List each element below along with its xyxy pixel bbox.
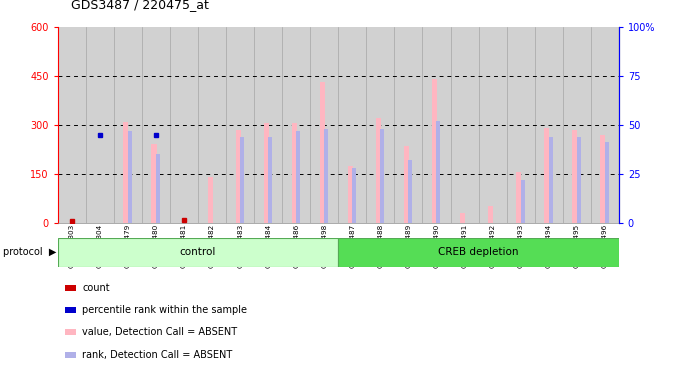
Bar [226, 27, 254, 223]
Bar [310, 27, 339, 223]
Bar [563, 27, 591, 223]
Bar [339, 27, 367, 223]
Bar [114, 27, 142, 223]
Bar [58, 27, 86, 223]
Bar [451, 27, 479, 223]
Bar [394, 27, 422, 223]
Text: protocol  ▶: protocol ▶ [3, 247, 56, 258]
Bar [409, 160, 412, 223]
Bar [534, 27, 563, 223]
Bar [422, 27, 451, 223]
Bar [563, 27, 591, 223]
Bar [549, 137, 553, 223]
Bar [226, 27, 254, 223]
Bar [86, 27, 114, 223]
Bar [339, 238, 619, 267]
Bar [348, 166, 353, 223]
Bar [521, 180, 524, 223]
Bar [170, 27, 198, 223]
Text: percentile rank within the sample: percentile rank within the sample [82, 305, 248, 315]
Text: CREB depletion: CREB depletion [439, 247, 519, 258]
Bar [437, 121, 441, 223]
Bar [86, 27, 114, 223]
Text: rank, Detection Call = ABSENT: rank, Detection Call = ABSENT [82, 350, 233, 360]
Bar [422, 27, 451, 223]
Bar [479, 27, 507, 223]
Bar [207, 177, 213, 223]
Bar [268, 137, 272, 223]
Bar [142, 27, 170, 223]
Bar [282, 27, 310, 223]
Bar [591, 27, 619, 223]
Bar [282, 27, 310, 223]
Bar [236, 130, 241, 223]
Text: count: count [82, 283, 110, 293]
Bar [152, 144, 156, 223]
Bar [432, 79, 437, 223]
Bar [367, 27, 394, 223]
Bar [376, 118, 381, 223]
Bar [58, 238, 339, 267]
Bar [310, 27, 339, 223]
Text: value, Detection Call = ABSENT: value, Detection Call = ABSENT [82, 328, 237, 338]
Bar [591, 27, 619, 223]
Bar [128, 131, 132, 223]
Bar [156, 154, 160, 223]
Bar [605, 142, 609, 223]
Bar [380, 129, 384, 223]
Bar [198, 27, 226, 223]
Bar [198, 27, 226, 223]
Bar [124, 121, 129, 223]
Bar [451, 27, 479, 223]
Bar [460, 213, 465, 223]
Bar [404, 146, 409, 223]
Bar [58, 27, 86, 223]
Bar [254, 27, 282, 223]
Bar [488, 207, 493, 223]
Bar [507, 27, 534, 223]
Bar [573, 130, 577, 223]
Bar [394, 27, 422, 223]
Text: control: control [180, 247, 216, 258]
Bar [264, 123, 269, 223]
Bar [534, 27, 563, 223]
Bar [292, 123, 296, 223]
Text: GDS3487 / 220475_at: GDS3487 / 220475_at [71, 0, 209, 12]
Bar [367, 27, 394, 223]
Bar [516, 172, 521, 223]
Bar [142, 27, 170, 223]
Bar [507, 27, 534, 223]
Bar [254, 27, 282, 223]
Bar [240, 137, 244, 223]
Bar [114, 27, 142, 223]
Bar [339, 27, 367, 223]
Bar [479, 27, 507, 223]
Bar [170, 27, 198, 223]
Bar [577, 137, 581, 223]
Bar [600, 135, 605, 223]
Bar [320, 83, 325, 223]
Bar [296, 131, 300, 223]
Bar [352, 168, 356, 223]
Bar [544, 128, 549, 223]
Bar [324, 129, 328, 223]
